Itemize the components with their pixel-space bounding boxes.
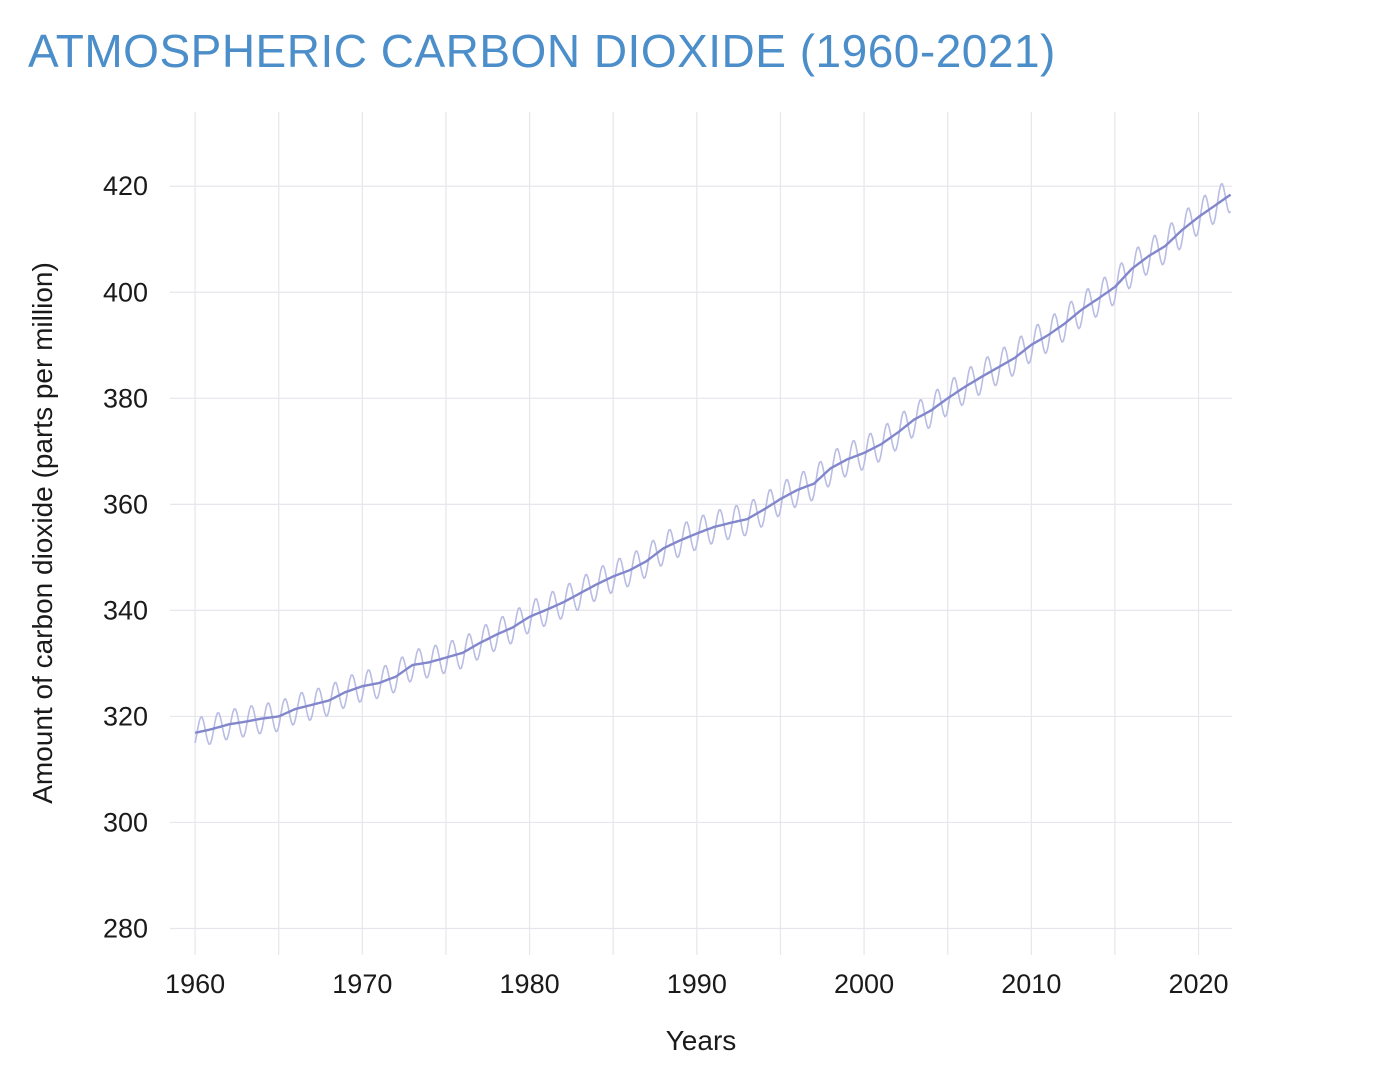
x-tick-label: 2000: [834, 969, 894, 999]
x-axis-title: Years: [666, 1025, 737, 1056]
x-tick-label: 1980: [500, 969, 560, 999]
y-tick-label: 340: [103, 595, 148, 625]
y-tick-label: 300: [103, 807, 148, 837]
y-tick-label: 280: [103, 913, 148, 943]
x-tick-label: 1990: [667, 969, 727, 999]
chart-title: ATMOSPHERIC CARBON DIOXIDE (1960-2021): [28, 25, 1056, 77]
grid-layer: [170, 112, 1232, 955]
x-tick-label: 1960: [165, 969, 225, 999]
y-tick-label: 360: [103, 489, 148, 519]
y-axis-title: Amount of carbon dioxide (parts per mill…: [27, 262, 58, 804]
y-tick-label: 320: [103, 701, 148, 731]
series-layer: [194, 182, 1232, 745]
x-tick-label: 1970: [332, 969, 392, 999]
tick-layer: 1960 1970 1980 1990 2000 2010 2020 280 300 320 340…: [103, 171, 1229, 999]
annual-trend-line: [194, 193, 1232, 735]
x-tick-label: 2020: [1169, 969, 1229, 999]
seasonal-co2-line: [194, 182, 1232, 745]
y-tick-label: 420: [103, 171, 148, 201]
y-tick-label: 380: [103, 383, 148, 413]
y-tick-label: 400: [103, 277, 148, 307]
x-tick-label: 2010: [1001, 969, 1061, 999]
